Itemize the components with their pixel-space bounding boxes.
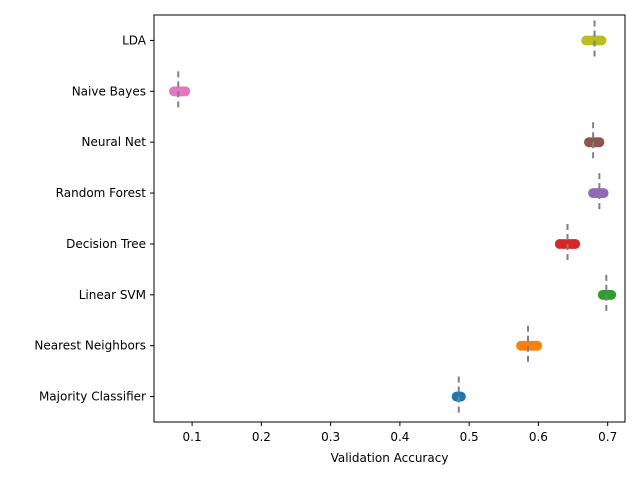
data-point [532, 340, 543, 351]
y-tick-label: Naive Bayes [72, 84, 146, 98]
x-tick-label: 0.5 [460, 430, 479, 444]
series-group [169, 71, 191, 112]
y-tick-label: Neural Net [82, 135, 147, 149]
series-group [451, 376, 466, 417]
y-tick-label: Linear SVM [79, 288, 146, 302]
data-point [180, 86, 191, 97]
series-group [597, 274, 617, 315]
data-point [455, 391, 466, 402]
y-tick-label: Random Forest [56, 186, 147, 200]
y-tick-label: Decision Tree [66, 237, 146, 251]
data-point [570, 238, 581, 249]
y-tick-label: Majority Classifier [39, 390, 146, 404]
y-tick-label: LDA [122, 33, 147, 47]
data-point [598, 188, 609, 199]
y-tick-label: Nearest Neighbors [34, 339, 146, 353]
x-tick-label: 0.2 [252, 430, 271, 444]
series-group [583, 122, 605, 163]
marks [169, 20, 617, 417]
x-tick-label: 0.1 [183, 430, 202, 444]
x-axis: 0.1 0.2 0.3 0.4 0.5 0.6 0.7 [183, 422, 617, 444]
data-point [594, 137, 605, 148]
x-tick-label: 0.6 [529, 430, 548, 444]
series-group [588, 173, 609, 214]
x-tick-label: 0.4 [390, 430, 409, 444]
series-group [581, 20, 607, 61]
x-tick-label: 0.3 [321, 430, 340, 444]
x-tick-label: 0.7 [598, 430, 617, 444]
data-point [596, 35, 607, 46]
plot-area-frame [153, 14, 626, 423]
y-axis: LDA Naive Bayes Neural Net Random Forest Dec… [34, 33, 154, 404]
x-axis-label: Validation Accuracy [331, 451, 449, 465]
series-group [516, 325, 543, 366]
series-group [554, 223, 581, 264]
data-point [606, 289, 617, 300]
